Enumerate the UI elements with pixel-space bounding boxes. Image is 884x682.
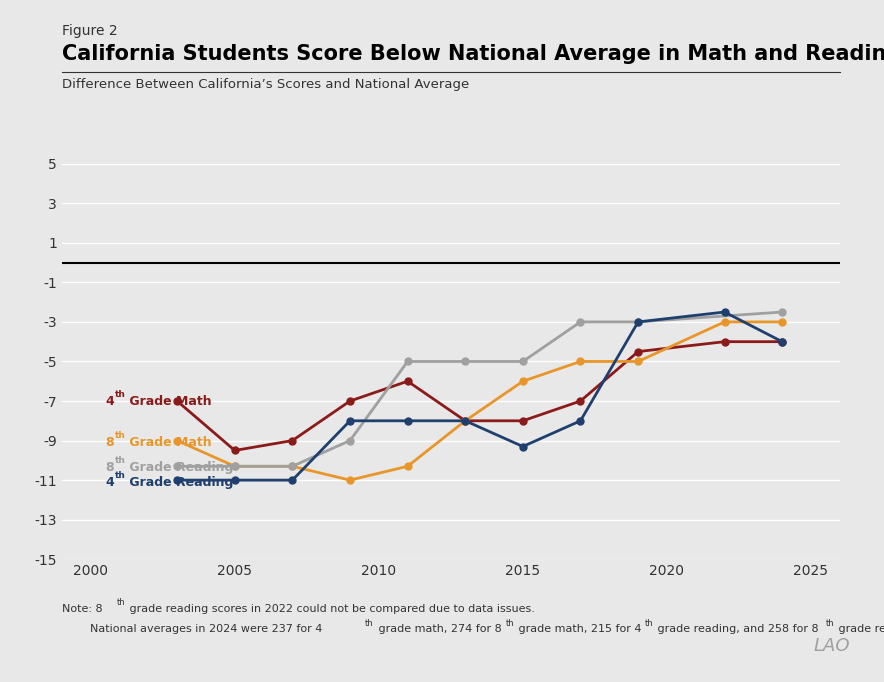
Text: th: th [115,456,126,465]
Text: grade math, 274 for 8: grade math, 274 for 8 [375,624,501,634]
Text: Grade Math: Grade Math [126,394,212,408]
Text: Grade Reading: Grade Reading [126,461,233,474]
Text: LAO: LAO [813,637,850,655]
Text: Note: 8: Note: 8 [62,604,103,614]
Text: th: th [826,619,834,627]
Text: Difference Between California’s Scores and National Average: Difference Between California’s Scores a… [62,78,469,91]
Text: National averages in 2024 were 237 for 4: National averages in 2024 were 237 for 4 [62,624,323,634]
Text: th: th [115,431,126,440]
Text: grade math, 215 for 4: grade math, 215 for 4 [515,624,642,634]
Text: th: th [365,619,374,627]
Text: th: th [644,619,653,627]
Text: grade reading scores in 2022 could not be compared due to data issues.: grade reading scores in 2022 could not b… [126,604,536,614]
Text: 4: 4 [105,475,114,488]
Text: Grade Math: Grade Math [126,436,212,449]
Text: Figure 2: Figure 2 [62,24,118,38]
Text: th: th [117,598,126,607]
Text: 8: 8 [105,461,114,474]
Text: 8: 8 [105,436,114,449]
Text: grade reading.: grade reading. [835,624,884,634]
Text: grade reading, and 258 for 8: grade reading, and 258 for 8 [654,624,819,634]
Text: Grade Reading: Grade Reading [126,475,233,488]
Text: th: th [115,389,126,398]
Text: California Students Score Below National Average in Math and Reading: California Students Score Below National… [62,44,884,64]
Text: th: th [506,619,514,627]
Text: 4: 4 [105,394,114,408]
Text: th: th [115,471,126,479]
